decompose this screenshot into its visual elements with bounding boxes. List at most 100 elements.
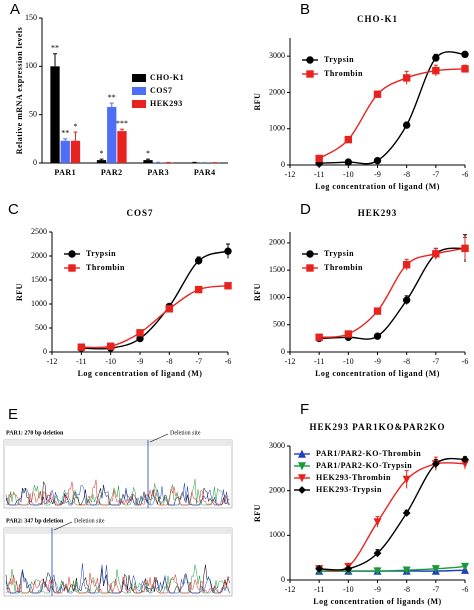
x-tick-label: -6 (225, 357, 232, 366)
legend-label: COS7 (150, 86, 172, 95)
marker (194, 285, 203, 294)
bar (70, 140, 81, 163)
marker (432, 66, 440, 75)
marker (373, 567, 382, 576)
marker (402, 121, 411, 129)
marker (402, 509, 411, 517)
legend-label: PAR1/PAR2-KO-Thrombin (316, 449, 421, 458)
chromatogram-trace (5, 563, 230, 594)
x-axis-label: Log concentration of ligands (M) (313, 597, 441, 606)
panel-label: B (300, 1, 310, 18)
bar (143, 160, 153, 163)
panel-label: D (300, 201, 311, 218)
chart-title: COS7 (126, 208, 153, 218)
y-tick-label: 500 (273, 320, 285, 329)
legend-label: Trypsin (324, 55, 354, 64)
legend-label: Trypsin (86, 249, 116, 258)
marker (106, 342, 115, 350)
legend-marker (68, 264, 76, 272)
legend-label: HEK293-Thrombin (316, 473, 391, 482)
marker (373, 332, 382, 340)
trace-label: PAR1: 270 bp deletion (6, 430, 64, 436)
marker (402, 74, 411, 82)
marker (194, 257, 203, 265)
bar (50, 66, 60, 163)
marker (373, 156, 382, 165)
significance-label: * (146, 149, 150, 158)
y-tick-label: 500 (35, 323, 47, 332)
marker (402, 261, 411, 269)
x-tick-label: -8 (403, 585, 410, 594)
chart-title: HEK293 (358, 208, 398, 218)
deletion-label: Deletion site (74, 518, 105, 524)
x-tick-label: -12 (47, 357, 58, 366)
marker (373, 307, 382, 315)
marker (402, 296, 411, 304)
chart-title: CHO-K1 (357, 14, 398, 24)
significance-label: ** (108, 93, 116, 102)
chromatogram-trace (5, 483, 230, 506)
x-tick-label: -7 (432, 357, 439, 366)
legend-label: HEK293-Trypsin (316, 485, 382, 494)
bar (107, 106, 117, 163)
legend-label: Thrombin (324, 69, 363, 78)
x-tick-label: -8 (166, 357, 173, 366)
x-tick-label: PAR4 (194, 168, 216, 177)
y-tick-label: 3000 (269, 51, 285, 60)
y-tick-label: 0 (281, 347, 285, 356)
marker (165, 305, 174, 313)
legend-swatch (132, 74, 146, 82)
deletion-label: Deletion site (170, 430, 201, 436)
y-tick-label: 2000 (269, 238, 285, 247)
marker (373, 549, 382, 558)
marker (402, 566, 411, 575)
legend-marker (298, 486, 306, 494)
marker (344, 158, 353, 166)
marker (136, 329, 144, 337)
legend-marker (306, 70, 314, 78)
chromatogram-trace (5, 479, 230, 506)
panel-label: C (8, 201, 19, 218)
legend-marker (68, 250, 76, 258)
y-tick-label: 2000 (31, 251, 47, 260)
legend-marker (297, 449, 307, 458)
x-tick-label: -12 (285, 170, 296, 179)
chromatogram-trace (5, 572, 230, 594)
x-tick-label: -7 (432, 585, 439, 594)
x-tick-label: -8 (403, 170, 410, 179)
x-tick-label: -10 (343, 170, 354, 179)
x-tick-label: -11 (76, 357, 86, 366)
significance-label: ** (51, 44, 59, 53)
y-axis-label: RFU (253, 283, 262, 301)
x-tick-label: -12 (285, 585, 296, 594)
marker (460, 562, 470, 571)
y-axis-label: RFU (15, 283, 24, 301)
marker (373, 518, 382, 527)
x-tick-label: PAR2 (101, 168, 123, 177)
panel-label: A (10, 1, 20, 18)
marker (461, 244, 469, 253)
legend-label: CHO-K1 (150, 73, 184, 82)
deletion-arrow (53, 521, 73, 531)
x-tick-label: PAR3 (147, 168, 169, 177)
legend-marker (306, 56, 314, 64)
marker (315, 333, 323, 341)
x-tick-label: -12 (285, 357, 296, 366)
y-tick-label: 1000 (31, 299, 47, 308)
y-tick-label: 2000 (269, 87, 285, 96)
y-tick-label: 3000 (269, 441, 285, 450)
y-tick-label: 50 (29, 109, 37, 118)
chromatogram-frame (3, 439, 233, 509)
x-tick-label: -11 (314, 170, 324, 179)
bar (117, 131, 127, 163)
chromatogram-trace (5, 564, 230, 594)
y-tick-label: 1000 (269, 530, 285, 539)
x-tick-label: -7 (432, 170, 439, 179)
marker (315, 564, 324, 573)
fit-curve (81, 285, 229, 349)
fit-curve (319, 247, 466, 338)
marker (461, 65, 469, 73)
significance-label: ** (61, 129, 69, 138)
x-axis-label: Log concentration of ligand (M) (78, 369, 203, 378)
